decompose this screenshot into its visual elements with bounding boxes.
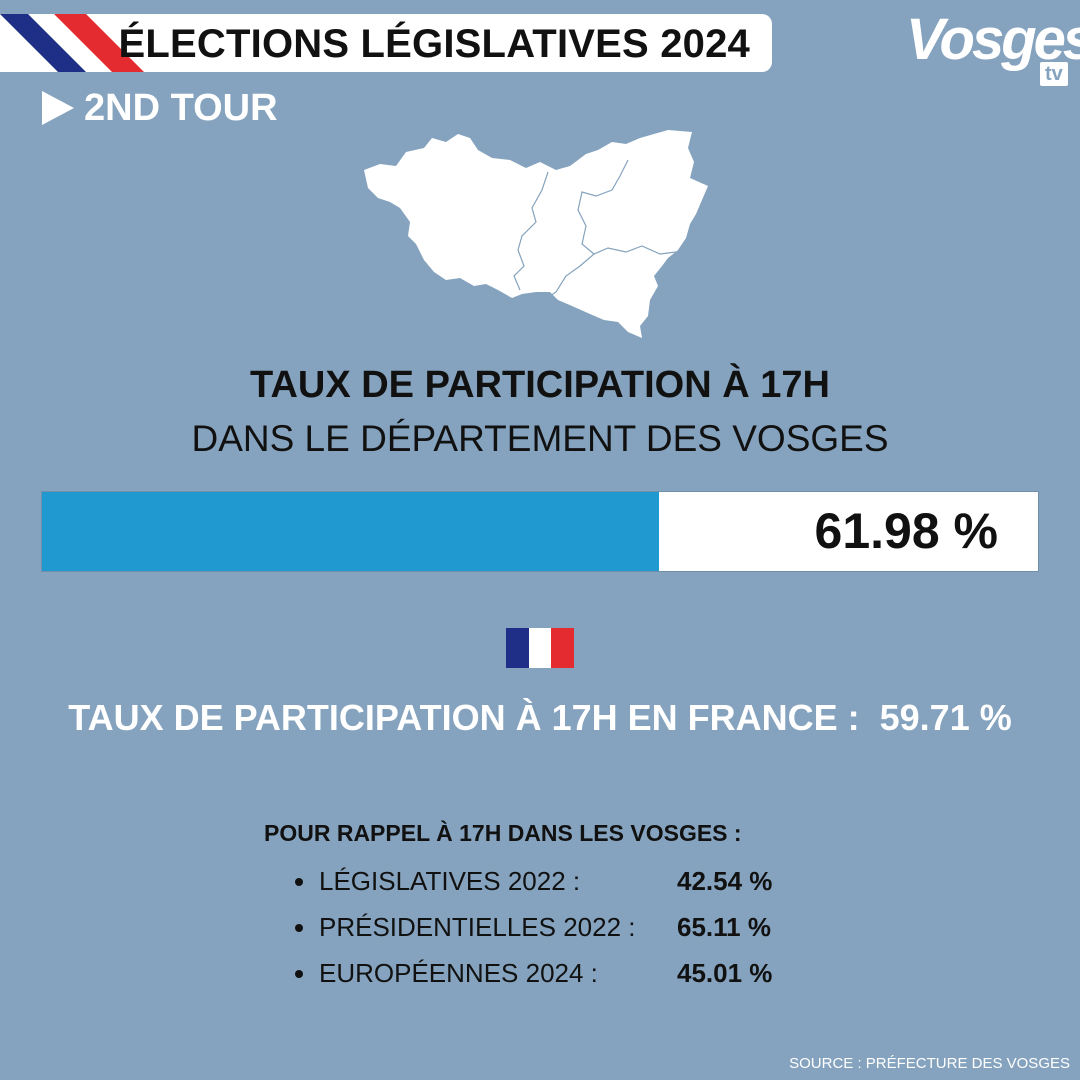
logo-name: Vosges: [906, 7, 1080, 72]
turnout-title: TAUX DE PARTICIPATION À 17H: [250, 364, 830, 406]
vosges-tv-logo: Vosges tv: [906, 8, 1080, 88]
round-text: 2ND TOUR: [84, 87, 278, 129]
recall-item-value: 42.54 %: [677, 866, 773, 896]
recall-item-label: EUROPÉENNES 2024 :: [319, 958, 598, 988]
header-banner: ÉLECTIONS LÉGISLATIVES 2024: [0, 14, 772, 72]
french-flag-icon: [506, 628, 575, 668]
bullet-icon: [295, 970, 303, 978]
source-note: SOURCE : PRÉFECTURE DES VOSGES: [789, 1055, 1070, 1072]
vosges-map-icon: [364, 130, 708, 338]
turnout-progress-fill: [42, 492, 660, 571]
turnout-value: 61.98 %: [814, 503, 998, 559]
tricolor-stripes-icon: [0, 14, 144, 72]
bullet-icon: [295, 878, 303, 886]
turnout-subtitle: DANS LE DÉPARTEMENT DES VOSGES: [191, 418, 889, 459]
recall-item-label: PRÉSIDENTIELLES 2022 :: [319, 912, 636, 942]
recall-item-label: LÉGISLATIVES 2022 :: [319, 866, 581, 896]
bullet-icon: [295, 924, 303, 932]
recall-item-value: 65.11 %: [677, 912, 771, 942]
france-turnout-text: TAUX DE PARTICIPATION À 17H EN FRANCE : …: [68, 697, 1012, 738]
logo-suffix: tv: [1040, 62, 1068, 86]
header-title: ÉLECTIONS LÉGISLATIVES 2024: [118, 22, 750, 66]
play-triangle-icon: [42, 91, 74, 125]
recall-title: POUR RAPPEL À 17H DANS LES VOSGES :: [264, 820, 742, 846]
turnout-progress-bar: 61.98 %: [41, 491, 1039, 572]
round-label: 2ND TOUR: [42, 86, 278, 130]
recall-item-value: 45.01 %: [677, 958, 773, 988]
